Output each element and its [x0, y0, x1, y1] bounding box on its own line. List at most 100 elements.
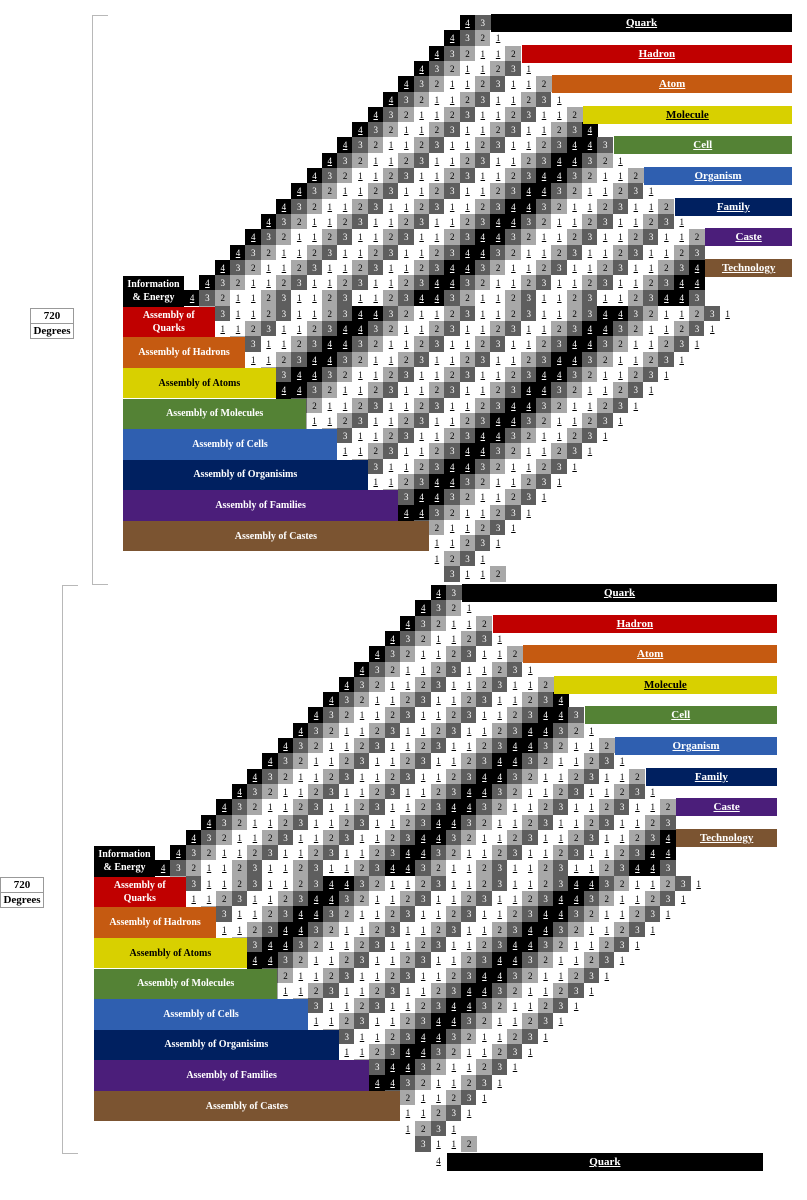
assembly-bar-information-energy: Information & Energy — [122, 276, 185, 307]
grid-cell: 3 — [536, 198, 552, 215]
grid-cell: 3 — [522, 753, 539, 770]
grid-cell: 4 — [306, 168, 323, 184]
grid-cell: 3 — [430, 676, 447, 693]
grid-cell: 3 — [399, 768, 416, 785]
grid-cell: 2 — [354, 738, 370, 754]
grid-cell: 3 — [413, 474, 430, 490]
grid-cell: 1 — [445, 692, 462, 709]
grid-cell: 1 — [583, 845, 600, 862]
grid-cell: 1 — [673, 229, 690, 246]
grid-cell: 3 — [476, 891, 493, 907]
grid-cell: 1 — [490, 290, 507, 307]
grid-cell: 2 — [445, 768, 462, 785]
grid-cell: 1 — [323, 1013, 340, 1030]
grid-cell: 3 — [383, 106, 399, 123]
grid-cell: 3 — [490, 198, 507, 215]
grid-cell: 4 — [445, 1013, 462, 1030]
grid-cell: 2 — [338, 814, 355, 831]
grid-cell: 4 — [581, 122, 598, 139]
grid-cell: 4 — [673, 275, 690, 292]
grid-cell: 2 — [369, 1044, 386, 1060]
grid-cell: 3 — [476, 952, 493, 969]
grid-cell: 2 — [568, 967, 585, 984]
grid-cell: 2 — [338, 707, 355, 724]
grid-cell: 1 — [428, 535, 445, 552]
grid-cell: 1 — [552, 967, 569, 984]
grid-cell: 3 — [490, 244, 507, 261]
grid-cell: 1 — [490, 275, 507, 292]
grid-cell: 2 — [384, 768, 401, 785]
grid-cell: 3 — [597, 137, 614, 154]
grid-cell: 3 — [275, 290, 292, 307]
grid-cell: 1 — [383, 152, 399, 169]
grid-cell: 2 — [537, 799, 554, 816]
grid-cell: 1 — [507, 1059, 523, 1076]
grid-cell: 2 — [552, 845, 569, 862]
grid-cell: 2 — [551, 122, 568, 139]
grid-cell: 3 — [430, 738, 447, 754]
grid-cell: 1 — [537, 829, 554, 846]
grid-cell: 2 — [354, 860, 370, 877]
level-bar-caste: Caste — [676, 798, 777, 817]
grid-cell: 2 — [461, 1135, 478, 1152]
grid-cell: 1 — [323, 998, 340, 1015]
grid-cell: 3 — [490, 397, 507, 414]
grid-cell: 1 — [399, 998, 416, 1015]
grid-cell: 3 — [566, 366, 583, 383]
grid-cell: 1 — [383, 397, 399, 414]
grid-cell: 1 — [415, 967, 432, 984]
grid-cell: 3 — [199, 290, 216, 307]
grid-cell: 1 — [277, 860, 294, 877]
grid-cell: 3 — [490, 336, 507, 353]
grid-cell: 2 — [476, 814, 493, 831]
brace-line — [62, 585, 63, 1153]
grid-cell: 1 — [445, 738, 462, 754]
grid-cell: 1 — [673, 351, 690, 368]
grid-cell: 2 — [428, 76, 445, 93]
level-bar-cell: Cell — [613, 136, 792, 155]
grid-cell: 3 — [308, 799, 325, 816]
grid-cell: 3 — [551, 259, 568, 276]
grid-cell: 1 — [491, 630, 508, 647]
grid-cell: 3 — [230, 259, 246, 276]
grid-cell: 3 — [476, 753, 493, 770]
grid-cell: 1 — [428, 91, 445, 108]
grid-cell: 3 — [415, 692, 432, 709]
grid-cell: 2 — [490, 458, 507, 475]
grid-cell: 4 — [461, 998, 478, 1015]
grid-cell: 2 — [583, 952, 600, 969]
grid-cell: 2 — [612, 244, 629, 261]
grid-cell: 4 — [444, 275, 461, 292]
grid-cell: 2 — [415, 799, 432, 816]
grid-cell: 1 — [445, 753, 462, 770]
grid-cell: 4 — [491, 952, 508, 969]
grid-cell: 3 — [566, 122, 583, 139]
grid-cell: 3 — [321, 366, 338, 383]
grid-cell: 1 — [551, 428, 568, 445]
grid-cell: 2 — [537, 998, 554, 1015]
grid-cell: 1 — [352, 229, 369, 246]
grid-cell: 1 — [430, 1135, 447, 1152]
grid-cell: 1 — [321, 213, 338, 230]
grid-cell: 3 — [507, 845, 523, 862]
grid-cell: 3 — [399, 630, 416, 647]
grid-cell: 2 — [308, 845, 325, 862]
grid-cell: 4 — [201, 814, 217, 831]
grid-cell: 3 — [413, 152, 430, 169]
grid-cell: 1 — [428, 213, 445, 230]
grid-cell: 1 — [597, 229, 614, 246]
grid-cell: 3 — [658, 213, 675, 230]
grid-cell: 1 — [185, 891, 202, 907]
grid-cell: 4 — [231, 783, 248, 800]
grid-cell: 1 — [568, 799, 585, 816]
grid-cell: 1 — [291, 290, 308, 307]
grid-cell: 1 — [474, 106, 491, 123]
grid-cell: 1 — [430, 952, 447, 969]
grid-cell: 4 — [552, 707, 569, 724]
assembly-bar-assembly-of-organisims: Assembly of Organisims — [122, 459, 368, 491]
grid-cell: 4 — [444, 474, 461, 490]
grid-cell: 2 — [598, 860, 615, 877]
grid-cell: 3 — [428, 458, 445, 475]
grid-cell: 2 — [337, 412, 354, 429]
grid-cell: 1 — [399, 875, 416, 892]
